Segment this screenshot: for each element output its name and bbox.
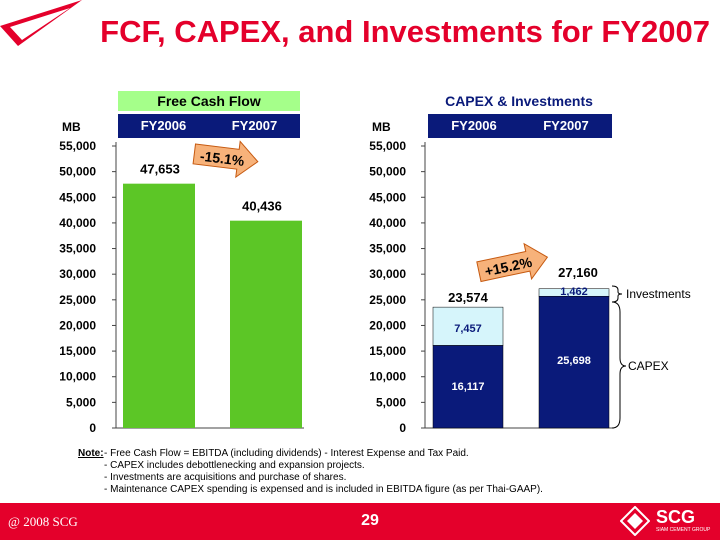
fcf-bar xyxy=(230,220,302,428)
capex-y-tick-label: 5,000 xyxy=(376,395,406,409)
footer-copyright: @ 2008 SCG xyxy=(8,514,78,529)
page-number: 29 xyxy=(361,512,379,529)
page-title: FCF, CAPEX, and Investments for FY2007 xyxy=(100,14,710,49)
capex-total-label: 23,574 xyxy=(448,290,489,305)
capex-bar xyxy=(538,295,610,429)
capex-y-tick-label: 10,000 xyxy=(369,370,406,384)
fcf-arrow-shape xyxy=(192,140,259,179)
capex-arrow-shape xyxy=(476,242,549,283)
capex-bar xyxy=(432,345,504,429)
scg-logo: SCG SIAM CEMENT GROUP xyxy=(616,503,720,540)
fcf-y-tick-label: 25,000 xyxy=(59,293,96,307)
investments-bar xyxy=(538,288,610,297)
note-item: - Maintenance CAPEX spending is expensed… xyxy=(104,484,543,495)
capex-y-tick-label: 25,000 xyxy=(369,293,406,307)
fcf-data-label: 40,436 xyxy=(242,199,282,214)
fcf-year-header xyxy=(118,114,300,138)
fcf-y-tick-label: 10,000 xyxy=(59,370,96,384)
capex-year-header xyxy=(428,114,612,138)
notes-label: Note: xyxy=(78,448,104,459)
capex-change-arrow: +15.2% xyxy=(476,242,549,283)
capex-y-tick-label: 55,000 xyxy=(369,139,406,153)
fcf-y-tick-label: 50,000 xyxy=(59,165,96,179)
capex-y-tick-label: 30,000 xyxy=(369,267,406,281)
capex-y-tick-label: 15,000 xyxy=(369,344,406,358)
capex-category-label: FY2006 xyxy=(451,118,497,133)
capex-y-tick-label: 0 xyxy=(399,421,406,435)
capex-total-label: 27,160 xyxy=(558,265,598,280)
fcf-category-label: FY2007 xyxy=(231,118,278,133)
capex-data-label: 16,117 xyxy=(451,381,484,393)
investments-data-label: 7,457 xyxy=(454,323,482,335)
fcf-y-tick-label: 30,000 xyxy=(59,267,96,281)
capex-category-label: FY2007 xyxy=(543,118,589,133)
corner-logo-icon xyxy=(0,0,82,46)
fcf-category-label: FY2006 xyxy=(140,118,187,133)
capex-y-tick-label: 20,000 xyxy=(369,318,406,332)
capex-ylabel: MB xyxy=(372,120,391,134)
note-item: - Investments are acquisitions and purch… xyxy=(104,472,347,483)
fcf-chart-title: Free Cash Flow xyxy=(118,91,300,111)
fcf-y-tick-label: 55,000 xyxy=(59,139,96,153)
investments-legend-label: Investments xyxy=(626,287,691,301)
fcf-change-arrow: -15.1% xyxy=(192,140,259,179)
fcf-y-tick-label: 35,000 xyxy=(59,242,96,256)
investments-bar xyxy=(432,306,504,346)
capex-y-tick-label: 45,000 xyxy=(369,190,406,204)
capex-y-tick-label: 50,000 xyxy=(369,165,406,179)
footer-bar: @ 2008 SCG 29 SCG SIAM CEMENT GROUP xyxy=(0,503,720,540)
investments-data-label: 1,462 xyxy=(560,286,588,298)
scg-logo-subtext: SIAM CEMENT GROUP xyxy=(656,527,711,533)
fcf-y-tick-label: 0 xyxy=(89,421,96,435)
scg-logo-text: SCG xyxy=(656,507,696,527)
fcf-change-label: -15.1% xyxy=(199,148,246,169)
capex-chart-title: CAPEX & Investments xyxy=(428,91,610,111)
note-item: - Free Cash Flow = EBITDA (including div… xyxy=(104,448,469,459)
fcf-y-tick-label: 45,000 xyxy=(59,190,96,204)
charts-svg: 0 5,000 10,000 15,000 20,000 25,000 30,000 35,0… xyxy=(59,139,691,435)
capex-data-label: 25,698 xyxy=(557,355,591,367)
fcf-y-tick-label: 20,000 xyxy=(59,318,96,332)
fcf-data-label: 47,653 xyxy=(140,162,180,177)
capex-legend-label: CAPEX xyxy=(628,359,669,373)
fcf-y-tick-label: 15,000 xyxy=(59,344,96,358)
scg-emblem-icon xyxy=(620,506,650,536)
fcf-bar xyxy=(123,183,195,428)
capex-y-tick-label: 35,000 xyxy=(369,242,406,256)
fcf-ylabel: MB xyxy=(62,120,81,134)
note-item: - CAPEX includes debottlenecking and exp… xyxy=(104,460,365,471)
investments-brace xyxy=(611,285,623,303)
capex-y-tick-label: 40,000 xyxy=(369,216,406,230)
fcf-y-tick-label: 40,000 xyxy=(59,216,96,230)
capex-brace xyxy=(611,301,627,429)
fcf-y-tick-label: 5,000 xyxy=(66,395,96,409)
